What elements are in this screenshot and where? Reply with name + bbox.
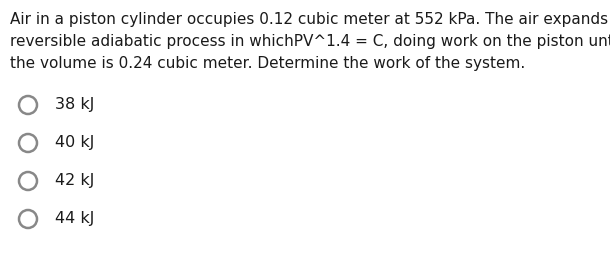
Text: the volume is 0.24 cubic meter. Determine the work of the system.: the volume is 0.24 cubic meter. Determin…: [10, 56, 525, 71]
Text: 44 kJ: 44 kJ: [55, 211, 95, 227]
Text: 38 kJ: 38 kJ: [55, 98, 95, 112]
Text: 40 kJ: 40 kJ: [55, 135, 95, 151]
Text: reversible adiabatic process in whichPV^1.4 = C, doing work on the piston until: reversible adiabatic process in whichPV^…: [10, 34, 610, 49]
Text: 42 kJ: 42 kJ: [55, 174, 95, 188]
Text: Air in a piston cylinder occupies 0.12 cubic meter at 552 kPa. The air expands i: Air in a piston cylinder occupies 0.12 c…: [10, 12, 610, 27]
